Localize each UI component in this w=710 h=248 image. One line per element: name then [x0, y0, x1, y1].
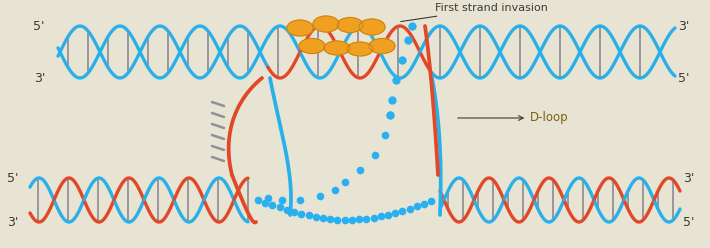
- Text: 5': 5': [683, 216, 694, 228]
- Text: D-loop: D-loop: [458, 112, 569, 124]
- Ellipse shape: [299, 38, 325, 54]
- Ellipse shape: [324, 41, 350, 55]
- Text: 5': 5': [33, 20, 45, 32]
- Ellipse shape: [287, 20, 313, 36]
- Text: 3': 3': [33, 71, 45, 85]
- Text: 5': 5': [6, 172, 18, 185]
- Ellipse shape: [347, 42, 373, 56]
- Ellipse shape: [369, 38, 395, 54]
- Text: 5': 5': [678, 71, 689, 85]
- Text: First strand invasion: First strand invasion: [400, 3, 548, 22]
- Text: 3': 3': [678, 20, 689, 32]
- Ellipse shape: [313, 16, 339, 32]
- Text: 3': 3': [6, 216, 18, 228]
- Ellipse shape: [337, 18, 363, 32]
- Text: 3': 3': [683, 172, 694, 185]
- Ellipse shape: [359, 19, 385, 35]
